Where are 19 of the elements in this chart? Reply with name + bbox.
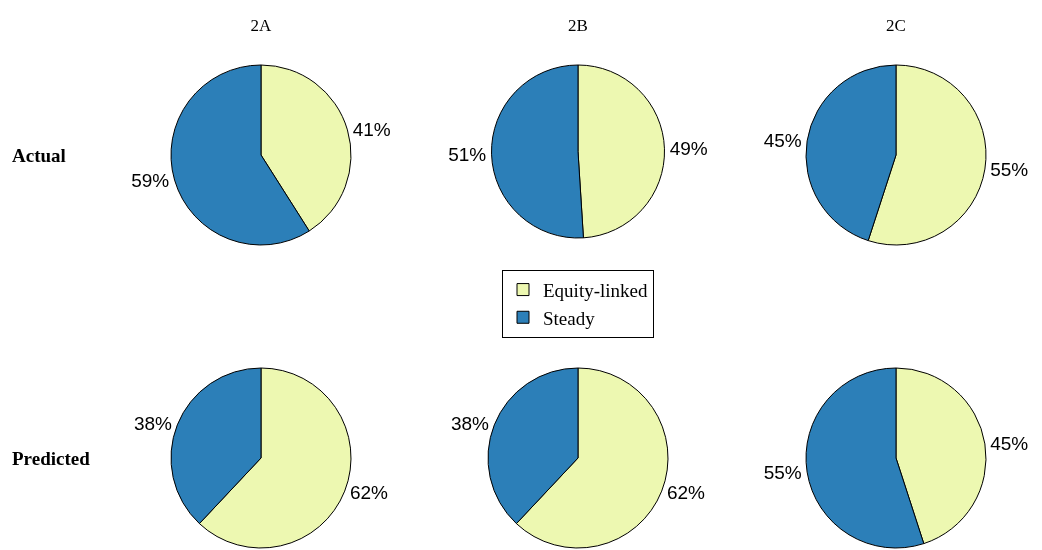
legend-label: Steady <box>543 307 596 329</box>
data-label: 55% <box>990 158 1029 180</box>
data-label: 62% <box>349 482 389 504</box>
data-label: 38% <box>133 412 173 434</box>
data-label: 38% <box>450 412 490 434</box>
data-label: 59% <box>131 170 170 192</box>
legend-label: Equity-linked <box>543 279 648 301</box>
chart-title: 2C <box>886 15 906 35</box>
data-label: 45% <box>763 130 802 152</box>
chart-title: 2B <box>568 15 588 35</box>
data-label: 41% <box>352 118 391 140</box>
data-label: 55% <box>763 461 802 483</box>
chart-title: 2A <box>250 15 273 35</box>
data-label: 49% <box>669 138 708 160</box>
text: Predicted <box>12 448 91 469</box>
data-label: 51% <box>448 143 487 165</box>
text: Actual <box>12 145 66 166</box>
data-label: 62% <box>666 482 706 504</box>
data-label: 45% <box>990 433 1029 455</box>
